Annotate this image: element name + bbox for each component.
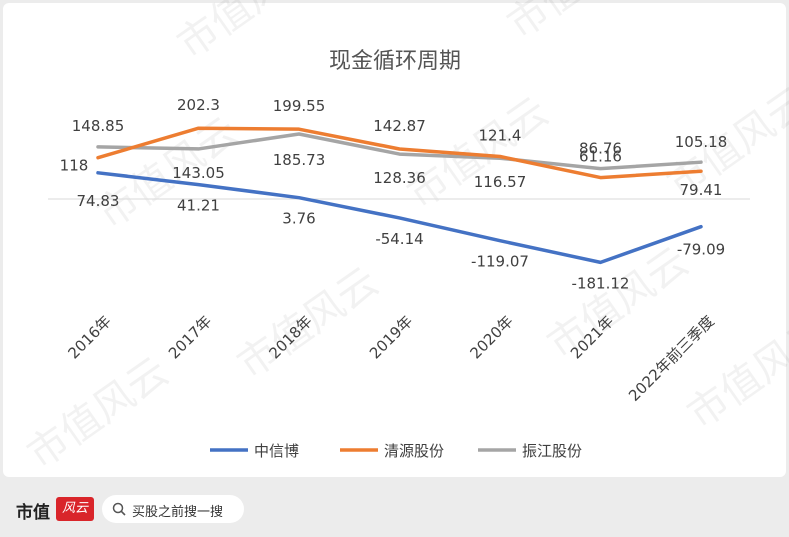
data-label-qingyuan: 121.4: [479, 127, 522, 145]
data-label-qingyuan: 61.16: [579, 148, 622, 166]
data-label-zhongxinbo: 3.76: [282, 210, 315, 228]
data-labels-layer: 74.83 41.21 3.76 -54.14 -119.07 -181.12 -79.09…: [60, 96, 728, 292]
watermark-text: 市值风云: [169, 0, 326, 68]
search-text: 买股之前搜一搜: [132, 505, 224, 520]
data-label-qingyuan: 202.3: [177, 96, 220, 114]
series-line-qingyuan: [96, 126, 703, 180]
data-label-zhongxinbo: -79.09: [677, 241, 725, 259]
search-box[interactable]: 买股之前搜一搜: [102, 495, 244, 523]
watermark-text: 市值风云: [19, 349, 176, 478]
brand-name: 市值: [16, 503, 50, 523]
data-label-zhongxinbo: 41.21: [177, 197, 220, 215]
watermark-text: 市值风云: [499, 0, 656, 48]
data-label-zhenjiang: 148.85: [72, 117, 125, 135]
series-layer: [96, 126, 703, 265]
chart-title: 现金循环周期: [329, 49, 461, 74]
data-label-qingyuan: 118: [60, 157, 89, 175]
x-tick-label: 2020年: [466, 312, 516, 362]
x-tick-label: 2016年: [64, 312, 114, 362]
x-tick-label: 2017年: [165, 312, 215, 362]
chart-card: [3, 3, 786, 477]
data-label-zhongxinbo: -119.07: [471, 253, 529, 271]
line-chart: 市值风云市值风云市值风云市值风云市值风云市值风云市值风云市值风云市值风云 现金循…: [19, 0, 789, 478]
x-tick-label: 2019年: [366, 312, 416, 362]
data-label-zhongxinbo: -54.14: [375, 230, 423, 248]
data-label-zhenjiang: 128.36: [373, 169, 426, 187]
brand-logo: 风云: [56, 497, 94, 521]
search-icon: [112, 502, 126, 516]
data-label-zhenjiang: 185.73: [273, 151, 326, 169]
data-label-zhenjiang: 143.05: [172, 164, 225, 182]
series-line-zhongxinbo: [96, 171, 703, 265]
data-label-qingyuan: 79.41: [680, 181, 723, 199]
data-label-zhongxinbo: 74.83: [77, 192, 120, 210]
legend-label-zhongxinbo: 中信博: [254, 442, 299, 460]
series-line-zhenjiang: [96, 132, 703, 171]
data-label-zhenjiang: 116.57: [474, 173, 527, 191]
legend-label-qingyuan: 清源股份: [384, 442, 444, 460]
data-label-qingyuan: 142.87: [373, 117, 426, 135]
data-label-zhenjiang: 105.18: [675, 133, 728, 151]
legend-label-zhenjiang: 振江股份: [522, 442, 582, 460]
footer-bar: 市值 风云 买股之前搜一搜: [0, 484, 789, 537]
data-label-zhenjiang: 86.76: [579, 140, 622, 158]
legend: 中信博 清源股份 振江股份: [210, 442, 582, 460]
data-label-qingyuan: 199.55: [273, 97, 326, 115]
data-label-zhongxinbo: -181.12: [572, 274, 630, 292]
